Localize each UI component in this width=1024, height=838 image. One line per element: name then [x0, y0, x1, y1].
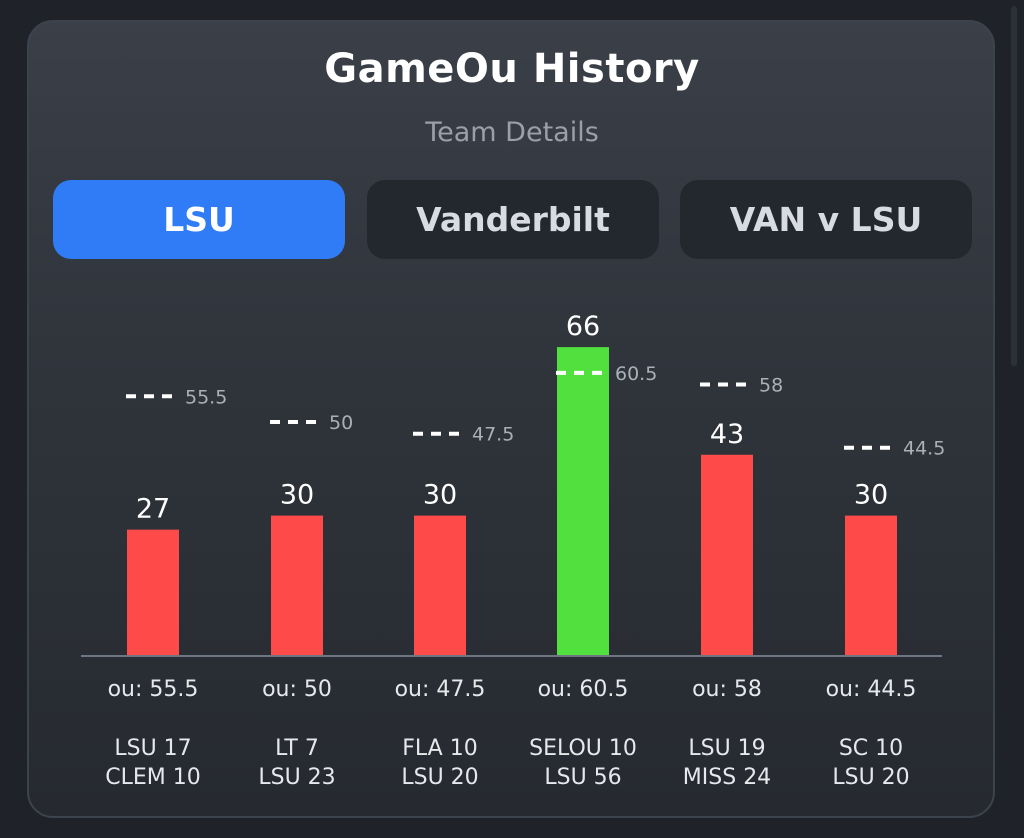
- ou-tick-label: ou: 44.5: [826, 677, 917, 702]
- ou-tick-label: ou: 55.5: [108, 677, 199, 702]
- game-score-line-1: LT 7: [275, 736, 319, 761]
- bar-game-6: [845, 515, 897, 656]
- tab-lsu[interactable]: LSU: [53, 180, 345, 259]
- game-ou-history-card: [27, 20, 995, 818]
- ou-line-value: 47.5: [472, 424, 514, 446]
- game-score-line-2: LSU 23: [258, 765, 335, 790]
- ou-line-value: 50: [329, 412, 353, 434]
- ou-line-value: 44.5: [903, 438, 945, 460]
- game-score-line-1: SELOU 10: [529, 736, 637, 761]
- bar-value-label: 27: [136, 494, 170, 525]
- game-score-line-2: LSU 56: [544, 765, 621, 790]
- bar-game-2: [271, 515, 323, 656]
- game-score-line-2: LSU 20: [401, 765, 478, 790]
- bar-value-label: 43: [710, 419, 744, 450]
- scrollbar[interactable]: [1011, 6, 1017, 366]
- bar-value-label: 66: [566, 311, 600, 342]
- ou-line-value: 58: [759, 375, 783, 397]
- game-score-line-2: CLEM 10: [105, 765, 201, 790]
- game-score-line-2: LSU 20: [832, 765, 909, 790]
- bar-game-4: [557, 347, 609, 656]
- game-score-line-2: MISS 24: [683, 765, 771, 790]
- ou-tick-label: ou: 60.5: [538, 677, 629, 702]
- ou-line-value: 60.5: [615, 363, 657, 385]
- page-title: GameOu History: [324, 46, 700, 92]
- bar-game-3: [414, 515, 466, 656]
- game-score-line-1: FLA 10: [402, 736, 477, 761]
- game-score-line-1: LSU 17: [114, 736, 191, 761]
- bar-value-label: 30: [280, 480, 314, 511]
- ou-tick-label: ou: 47.5: [395, 677, 486, 702]
- game-score-line-1: SC 10: [839, 736, 903, 761]
- page-subtitle: Team Details: [425, 117, 599, 148]
- bar-game-1: [127, 529, 179, 656]
- tab-vanderbilt[interactable]: Vanderbilt: [367, 180, 659, 259]
- bar-value-label: 30: [854, 480, 888, 511]
- ou-tick-label: ou: 50: [262, 677, 332, 702]
- tab-van-v-lsu[interactable]: VAN v LSU: [680, 180, 972, 259]
- bar-game-5: [701, 454, 753, 656]
- ou-tick-label: ou: 58: [692, 677, 762, 702]
- bar-value-label: 30: [423, 480, 457, 511]
- ou-line-value: 55.5: [185, 386, 227, 408]
- game-score-line-1: LSU 19: [688, 736, 765, 761]
